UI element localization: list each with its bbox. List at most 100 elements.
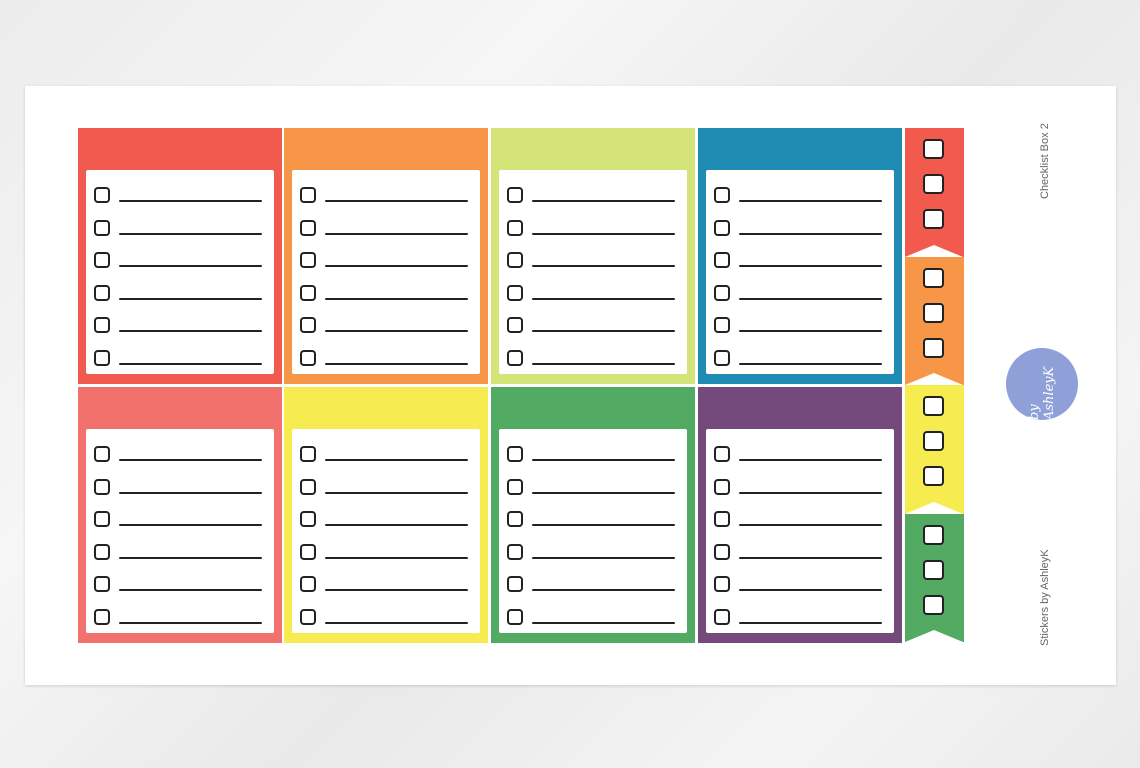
checkbox-icon — [923, 174, 944, 194]
checklist-item — [94, 187, 266, 207]
checkbox-icon — [714, 543, 730, 560]
checkbox-icon — [300, 446, 316, 462]
checkbox-icon — [714, 219, 730, 236]
checklist-item — [714, 349, 886, 370]
checklist-box-sticker — [491, 387, 695, 643]
sticker-sheet: Checklist Box 2 Stickers by AshleyK by A… — [25, 86, 1116, 685]
checkbox-icon — [94, 219, 110, 236]
checklist-item — [94, 576, 266, 596]
checkbox-icon — [94, 284, 110, 301]
checklist-item — [714, 511, 886, 531]
checklist-item — [94, 543, 266, 564]
write-line — [739, 556, 882, 559]
checklist-item — [507, 478, 679, 499]
checkbox-icon — [507, 284, 523, 301]
checkbox-icon — [300, 576, 316, 592]
checklist-panel — [292, 170, 480, 374]
checkbox-icon — [300, 284, 316, 301]
checklist-item — [507, 187, 679, 207]
write-line — [325, 459, 468, 461]
checklist-item — [714, 576, 886, 596]
checkbox-icon — [300, 511, 316, 527]
checkbox-icon — [507, 511, 523, 527]
checklist-item — [507, 511, 679, 531]
write-line — [739, 589, 882, 591]
checklist-box-sticker — [491, 128, 695, 384]
write-line — [532, 621, 675, 624]
checklist-item — [714, 252, 886, 272]
checkbox-icon — [507, 219, 523, 236]
checklist-panel — [706, 170, 894, 374]
checklist-panel — [706, 429, 894, 633]
write-line — [325, 362, 468, 365]
checklist-item — [507, 446, 679, 466]
write-line — [119, 265, 262, 267]
checkbox-icon — [300, 317, 316, 333]
checklist-item — [300, 608, 472, 629]
checklist-box-sticker — [698, 387, 902, 643]
checklist-item — [714, 608, 886, 629]
checklist-item — [94, 349, 266, 370]
checkbox-icon — [507, 317, 523, 333]
checklist-item — [300, 446, 472, 466]
checkbox-icon — [507, 446, 523, 462]
checklist-item — [507, 284, 679, 305]
checklist-item — [507, 608, 679, 629]
write-line — [532, 200, 675, 202]
checklist-item — [300, 349, 472, 370]
checkbox-icon — [507, 187, 523, 203]
flag-notch — [905, 501, 963, 514]
flag-sticker — [905, 385, 964, 514]
write-line — [739, 265, 882, 267]
checklist-item — [94, 317, 266, 337]
write-line — [325, 200, 468, 202]
write-line — [119, 524, 262, 526]
checklist-box-sticker — [284, 128, 488, 384]
checklist-panel — [499, 170, 687, 374]
checkbox-icon — [507, 576, 523, 592]
write-line — [325, 265, 468, 267]
checklist-item — [714, 543, 886, 564]
checklist-item — [94, 219, 266, 240]
write-line — [325, 297, 468, 300]
write-line — [532, 362, 675, 365]
checkbox-icon — [923, 396, 944, 416]
checklist-item — [714, 478, 886, 499]
checkbox-icon — [714, 446, 730, 462]
checklist-item — [300, 187, 472, 207]
sheet-title: Checklist Box 2 — [1039, 123, 1051, 199]
write-line — [739, 524, 882, 526]
checkbox-icon — [714, 187, 730, 203]
flag-notch — [905, 630, 963, 642]
flag-sticker — [905, 256, 964, 385]
write-line — [119, 330, 262, 332]
write-line — [532, 556, 675, 559]
checkbox-icon — [923, 267, 944, 288]
checklist-item — [714, 284, 886, 305]
checklist-item — [300, 478, 472, 499]
checklist-panel — [499, 429, 687, 633]
checklist-item — [300, 543, 472, 564]
checkbox-icon — [300, 608, 316, 625]
checklist-item — [94, 511, 266, 531]
checkbox-icon — [507, 478, 523, 495]
checkbox-icon — [923, 431, 944, 451]
write-line — [532, 589, 675, 591]
checkbox-icon — [94, 317, 110, 333]
checkbox-icon — [300, 252, 316, 268]
checkbox-icon — [94, 543, 110, 560]
write-line — [739, 330, 882, 332]
write-line — [532, 491, 675, 494]
checkbox-icon — [94, 478, 110, 495]
write-line — [739, 200, 882, 202]
checklist-item — [300, 576, 472, 596]
write-line — [325, 556, 468, 559]
checkbox-icon — [714, 349, 730, 366]
write-line — [532, 297, 675, 300]
checklist-box-sticker — [78, 128, 282, 384]
write-line — [739, 621, 882, 624]
checkbox-icon — [714, 252, 730, 268]
write-line — [532, 265, 675, 267]
checklist-item — [507, 317, 679, 337]
flag-sticker — [905, 513, 964, 642]
